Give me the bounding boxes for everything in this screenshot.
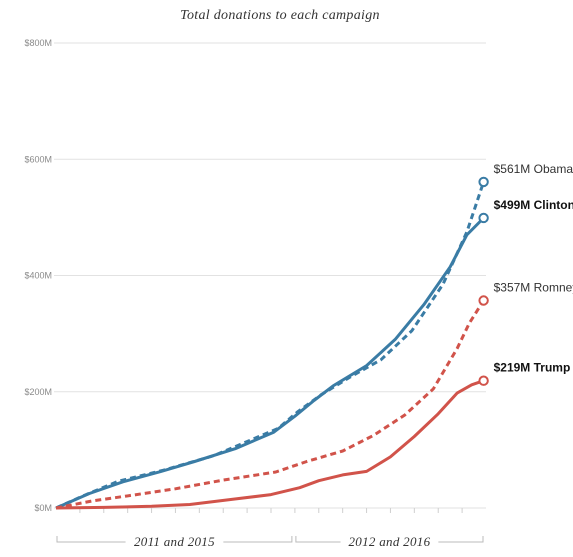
period-label: 2011 and 2015 [134, 534, 215, 549]
y-tick-label: $800M [24, 38, 52, 48]
y-tick-label: $200M [24, 387, 52, 397]
series-group [55, 176, 489, 510]
series-line-romney [55, 299, 485, 510]
end-marker-romney [478, 295, 489, 306]
series-line-clinton [55, 216, 485, 510]
period-label: 2012 and 2016 [348, 534, 430, 549]
end-label-trump: $219M Trump [494, 361, 571, 375]
end-label-clinton: $499M Clinton [494, 198, 573, 212]
end-marker-trump [478, 375, 489, 386]
y-tick-label: $400M [24, 271, 52, 281]
series-line-trump [55, 379, 485, 510]
period-label-bg [125, 534, 224, 548]
end-label-romney: $357M Romney [494, 280, 573, 294]
y-tick-label: $600M [24, 154, 52, 164]
end-label-obama: $561M Obama [494, 162, 573, 176]
end-marker-clinton [478, 212, 489, 224]
chart-title: Total donations to each campaign [180, 8, 380, 23]
series-line-obama [55, 181, 486, 510]
label-group: $561M Obama $499M Clinton $357M Romney $219… [494, 162, 573, 375]
period-label-bg [340, 534, 439, 548]
x-axis: 2011 and 2015 2012 and 2016 [56, 508, 484, 549]
grid: $800M $600M $400M $200M $0M [24, 38, 486, 513]
y-tick-label: $0M [34, 503, 52, 513]
end-marker-obama [478, 176, 489, 188]
